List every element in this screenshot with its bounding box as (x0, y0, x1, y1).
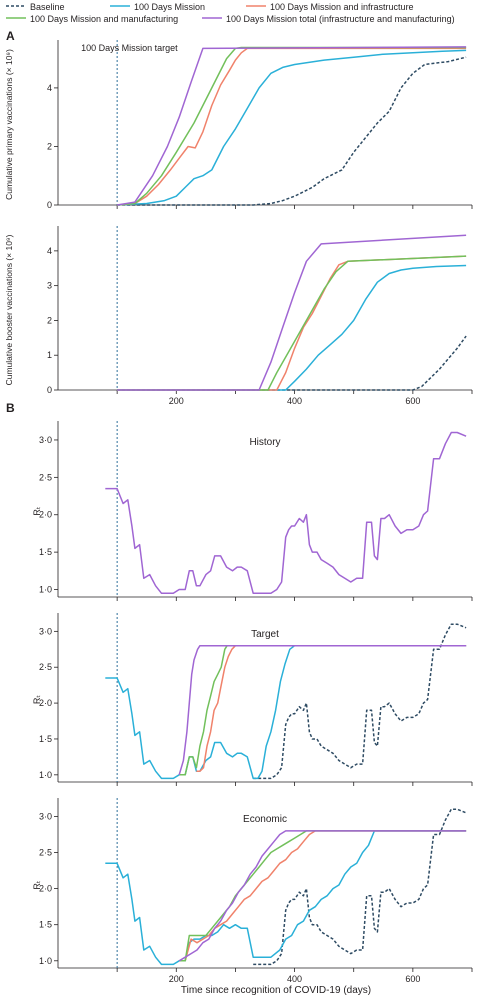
y-axis-label: Rₜ (32, 880, 42, 889)
y-axis-label: Rₜ (32, 506, 42, 515)
target-marker-label: 100 Days Mission target (81, 43, 178, 53)
y-tick-label: 2·5 (39, 472, 52, 482)
y-tick-label: 1·0 (39, 770, 52, 780)
series-line-100-days-mission-and-manufacturing (179, 830, 467, 962)
legend-item-manufacturing: 100 Days Mission and manufacturing (6, 14, 178, 24)
y-tick-label: 1·5 (39, 920, 52, 930)
legend-label: 100 Days Mission and infrastructure (270, 2, 414, 12)
y-tick-label: 2·0 (39, 884, 52, 894)
x-axis-label: Time since recognition of COVID-19 (days… (181, 985, 371, 996)
legend-label: Baseline (30, 2, 65, 12)
y-tick-label: 2 (47, 141, 52, 151)
x-tick-label: 600 (405, 396, 420, 406)
series-line-100-days-mission-and-infrastructure (117, 47, 467, 206)
y-tick-label: 4 (47, 246, 52, 256)
x-tick-label: 600 (405, 974, 420, 984)
series-line-baseline (117, 335, 467, 391)
series-line-100-days-mission (117, 264, 467, 391)
legend-item-infrastructure: 100 Days Mission and infrastructure (246, 2, 414, 12)
legend-label: 100 Days Mission total (infrastructure a… (226, 14, 455, 24)
y-axis-label: Cumulative booster vaccinations (× 10⁹) (4, 234, 14, 385)
series-line-100-days-mission-total-infrastructure-and-manufacturing (116, 46, 467, 206)
y-tick-label: 4 (47, 83, 52, 93)
y-axis-label: Cumulative primary vaccinations (× 10⁹) (4, 49, 14, 200)
panel-title: History (249, 437, 280, 448)
legend-label: 100 Days Mission (134, 2, 205, 12)
y-tick-label: 3·0 (39, 435, 52, 445)
series-line-100-days-mission-and-infrastructure (196, 644, 467, 772)
panel-booster-vaccinations: 200 400 600 0 1 2 3 4 Cumulative booster vaccina… (4, 226, 473, 406)
legend-label: 100 Days Mission and manufacturing (30, 14, 178, 24)
y-tick-label: 0 (47, 385, 52, 395)
panel-target: 1·0 1·5 2·0 2·5 3·0 Rₜ Target (32, 613, 473, 786)
series-line-100-days-mission-and-manufacturing (179, 644, 467, 776)
x-tick-label: 200 (169, 396, 184, 406)
legend-item-baseline: Baseline (6, 2, 65, 12)
y-tick-label: 1·0 (39, 956, 52, 966)
series-line-100-days-mission (105, 830, 467, 966)
series-line-100-days-mission-and-manufacturing (117, 46, 467, 206)
panel-economic: 200 400 600 1·0 1·5 2·0 2·5 3·0 Rₜ Economic (32, 798, 473, 984)
series-line-100-days-mission-and-manufacturing (117, 255, 467, 391)
panel-primary-vaccinations: 0 2 4 Cumulative primary vaccinations (× 10… (4, 40, 473, 210)
section-label-a: A (6, 29, 15, 43)
y-tick-label: 3·0 (39, 626, 52, 636)
series-line-100-days-mission-total-infrastructure-and-manufacturing (117, 234, 467, 391)
legend: Baseline 100 Days Mission 100 Days Missi… (6, 2, 455, 24)
x-tick-label: 200 (169, 974, 184, 984)
x-tick-label: 400 (287, 974, 302, 984)
series-line-100-days-mission-total-infrastructure-and-manufacturing (178, 644, 467, 776)
y-tick-label: 2·0 (39, 510, 52, 520)
panel-title: Target (251, 629, 279, 640)
y-tick-label: 0 (47, 200, 52, 210)
y-tick-label: 2·5 (39, 662, 52, 672)
series-line-100-days-mission-and-infrastructure (117, 255, 467, 391)
series-line-100-days-mission-total-infrastructure-and-manufacturing (105, 431, 467, 595)
series-line-100-days-mission-total-infrastructure-and-manufacturing (178, 830, 467, 962)
y-tick-label: 1·5 (39, 734, 52, 744)
legend-item-total: 100 Days Mission total (infrastructure a… (202, 14, 455, 24)
x-tick-label: 400 (287, 396, 302, 406)
series-line-baseline (117, 56, 467, 206)
series-line-100-days-mission-and-infrastructure (184, 830, 467, 961)
y-tick-label: 2·0 (39, 698, 52, 708)
y-tick-label: 3 (47, 281, 52, 291)
y-tick-label: 2·5 (39, 848, 52, 858)
y-tick-label: 1 (47, 350, 52, 360)
y-tick-label: 3·0 (39, 811, 52, 821)
series-line-baseline (253, 623, 467, 780)
y-tick-label: 1·0 (39, 585, 52, 595)
panel-history: 1·0 1·5 2·0 2·5 3·0 Rₜ History (32, 421, 473, 601)
panel-title: Economic (243, 814, 287, 825)
series-line-100-days-mission (117, 49, 467, 206)
series-line-baseline (253, 808, 467, 966)
section-label-b: B (6, 401, 15, 415)
y-tick-label: 1·5 (39, 547, 52, 557)
y-axis-label: Rₜ (32, 695, 42, 704)
y-tick-label: 2 (47, 315, 52, 325)
series-line-100-days-mission (105, 644, 467, 780)
legend-item-100-days-mission: 100 Days Mission (110, 2, 205, 12)
